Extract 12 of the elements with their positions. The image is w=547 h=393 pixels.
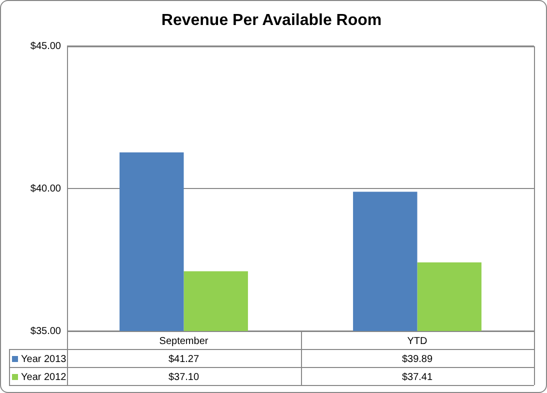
x-tick-label: YTD <box>407 336 428 347</box>
data-label: $39.89 <box>402 354 433 365</box>
data-label: $37.10 <box>168 372 200 383</box>
legend-label: Year 2012 <box>21 372 67 383</box>
data-label: $41.27 <box>168 354 200 365</box>
legend-label: Year 2013 <box>21 354 67 365</box>
y-tick-label: $45.00 <box>30 40 62 52</box>
y-tick-label: $35.00 <box>30 326 62 337</box>
y-tick-label: $40.00 <box>30 183 62 194</box>
x-tick-label: September <box>159 336 209 347</box>
data-label: $37.41 <box>402 372 433 383</box>
chart-title: Revenue Per Available Room <box>161 12 382 30</box>
